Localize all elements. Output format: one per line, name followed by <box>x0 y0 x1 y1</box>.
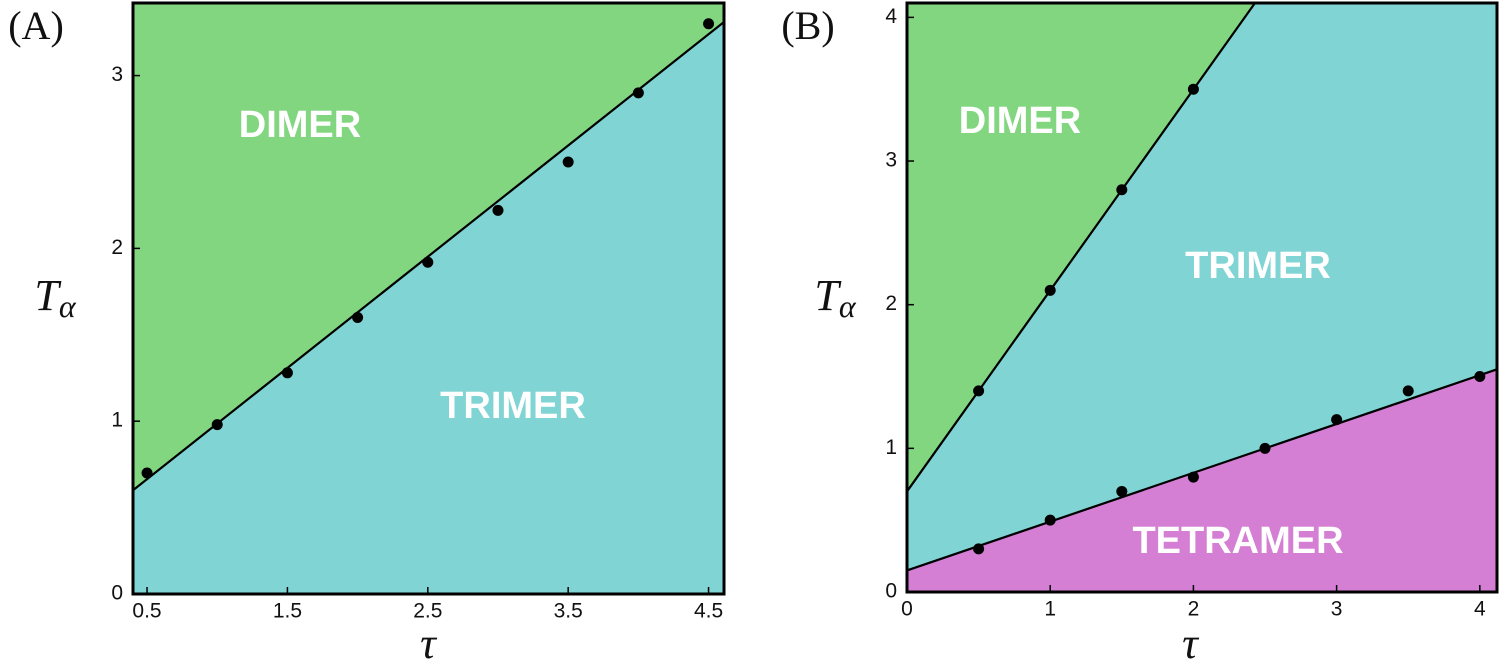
y-tick-label: 0 <box>885 580 897 603</box>
y-tick-label: 0 <box>111 582 123 605</box>
axes-frame <box>905 1 1499 594</box>
x-tick-label: 0.5 <box>132 600 161 623</box>
y-axis-label-sub: α <box>839 288 857 324</box>
data-point <box>352 312 364 324</box>
data-point <box>1259 442 1271 454</box>
plot-area <box>907 3 1497 592</box>
data-point <box>973 385 985 397</box>
data-point <box>1044 284 1056 296</box>
y-axis-label-main: T <box>814 271 842 320</box>
x-tick-label: 0 <box>901 598 913 621</box>
data-point <box>1402 385 1414 397</box>
x-tick-label: 2.5 <box>413 600 442 623</box>
region-label: DIMER <box>239 104 361 146</box>
y-tick-label: 3 <box>111 63 123 86</box>
data-point <box>141 467 153 479</box>
plot-area <box>133 3 724 594</box>
data-point <box>1116 485 1128 497</box>
data-point <box>1187 83 1199 95</box>
x-tick-label: 3 <box>1331 598 1343 621</box>
panel-label: (B) <box>781 3 834 48</box>
panel-label: (A) <box>8 3 64 48</box>
x-axis-label: τ <box>1182 619 1200 666</box>
boundary-line <box>907 3 1256 493</box>
data-point <box>1044 514 1056 526</box>
y-tick-label: 3 <box>885 149 897 172</box>
x-tick-label: 2 <box>1188 598 1200 621</box>
data-point <box>1331 414 1343 426</box>
x-tick-label: 4 <box>1474 598 1486 621</box>
y-tick-label: 4 <box>885 5 897 28</box>
boundary-line <box>133 21 724 492</box>
data-point <box>1187 471 1199 483</box>
y-tick-label: 2 <box>111 236 123 259</box>
region-label: TRIMER <box>440 385 586 427</box>
boundary-line <box>907 368 1497 572</box>
data-point <box>973 543 985 555</box>
x-axis-label: τ <box>420 619 438 666</box>
x-tick-label: 1.5 <box>273 600 302 623</box>
y-axis-label: Tα <box>34 271 76 324</box>
data-point <box>1474 371 1486 383</box>
region-label: DIMER <box>959 100 1081 142</box>
region-label: TETRAMER <box>1132 520 1343 562</box>
y-tick-label: 1 <box>111 409 123 432</box>
region-label: TRIMER <box>1185 245 1331 287</box>
x-tick-label: 3.5 <box>554 600 583 623</box>
data-point <box>632 87 644 99</box>
data-point <box>562 156 574 168</box>
data-point <box>211 419 223 431</box>
data-point <box>492 204 504 216</box>
y-tick-label: 2 <box>885 292 897 315</box>
y-axis-label-sub: α <box>59 288 77 324</box>
y-axis-label-main: T <box>34 271 62 320</box>
region-fill <box>133 22 724 594</box>
data-point <box>703 18 715 30</box>
region-fill <box>907 369 1497 592</box>
data-point <box>281 367 293 379</box>
x-tick-label: 4.5 <box>694 600 723 623</box>
data-point <box>422 256 434 268</box>
x-tick-label: 1 <box>1044 598 1056 621</box>
y-tick-label: 1 <box>885 436 897 459</box>
y-axis-label: Tα <box>814 271 856 324</box>
data-point <box>1116 184 1128 196</box>
